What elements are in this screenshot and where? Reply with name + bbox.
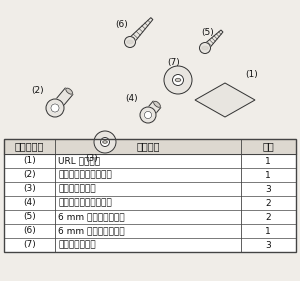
Text: (3): (3) (85, 153, 98, 162)
Polygon shape (144, 101, 161, 118)
Text: (2): (2) (32, 85, 44, 94)
Bar (4, 154, 296, 168)
Text: 2: 2 (266, 198, 271, 207)
Text: (4): (4) (126, 94, 138, 103)
Text: (6): (6) (23, 226, 36, 235)
Ellipse shape (127, 40, 133, 44)
Text: 見出し番号: 見出し番号 (15, 142, 44, 151)
Text: (3): (3) (23, 185, 36, 194)
Text: (6): (6) (116, 19, 128, 28)
Text: (2): (2) (23, 171, 36, 180)
Bar (4, 210, 296, 224)
Text: (1): (1) (23, 157, 36, 166)
Bar (4, 196, 296, 210)
Text: 6 mm スクリュ（短）: 6 mm スクリュ（短） (58, 212, 125, 221)
Text: (4): (4) (23, 198, 36, 207)
Bar (4, 139, 296, 154)
Bar (4, 238, 296, 252)
Text: 6 mm スクリュ（長）: 6 mm スクリュ（長） (58, 226, 125, 235)
Bar (4, 139, 296, 252)
Text: 1: 1 (266, 171, 271, 180)
Text: ワッシャ（大）: ワッシャ（大） (58, 241, 96, 250)
Circle shape (94, 131, 116, 153)
Text: (7): (7) (23, 241, 36, 250)
Circle shape (164, 66, 192, 94)
Polygon shape (51, 88, 73, 111)
Text: (7): (7) (168, 58, 180, 67)
Text: フランジカラー（長）: フランジカラー（長） (58, 171, 112, 180)
Text: (5): (5) (202, 28, 214, 37)
Text: 個数: 個数 (262, 142, 274, 151)
Text: URL ペーパー: URL ペーパー (58, 157, 100, 166)
Bar (4, 168, 296, 182)
Text: (5): (5) (23, 212, 36, 221)
Circle shape (51, 104, 59, 112)
Text: フランジカラー（短）: フランジカラー（短） (58, 198, 112, 207)
Polygon shape (195, 83, 255, 117)
Bar (4, 224, 296, 238)
Circle shape (46, 99, 64, 117)
Ellipse shape (103, 141, 107, 143)
Ellipse shape (175, 78, 181, 81)
Circle shape (200, 42, 211, 53)
Text: 部品名称: 部品名称 (136, 142, 160, 151)
Text: 1: 1 (266, 226, 271, 235)
Ellipse shape (202, 46, 208, 50)
Text: 1: 1 (266, 157, 271, 166)
Polygon shape (202, 30, 223, 51)
Circle shape (124, 37, 136, 47)
Ellipse shape (154, 101, 160, 107)
Ellipse shape (66, 88, 73, 94)
Circle shape (140, 107, 156, 123)
Text: 3: 3 (266, 185, 271, 194)
Text: ワッシャ（小）: ワッシャ（小） (58, 185, 96, 194)
Bar (4, 182, 296, 196)
Text: 2: 2 (266, 212, 271, 221)
Circle shape (100, 137, 109, 146)
Polygon shape (128, 18, 153, 44)
Text: (1): (1) (246, 71, 258, 80)
Circle shape (172, 74, 184, 85)
Circle shape (144, 111, 152, 119)
Text: 3: 3 (266, 241, 271, 250)
